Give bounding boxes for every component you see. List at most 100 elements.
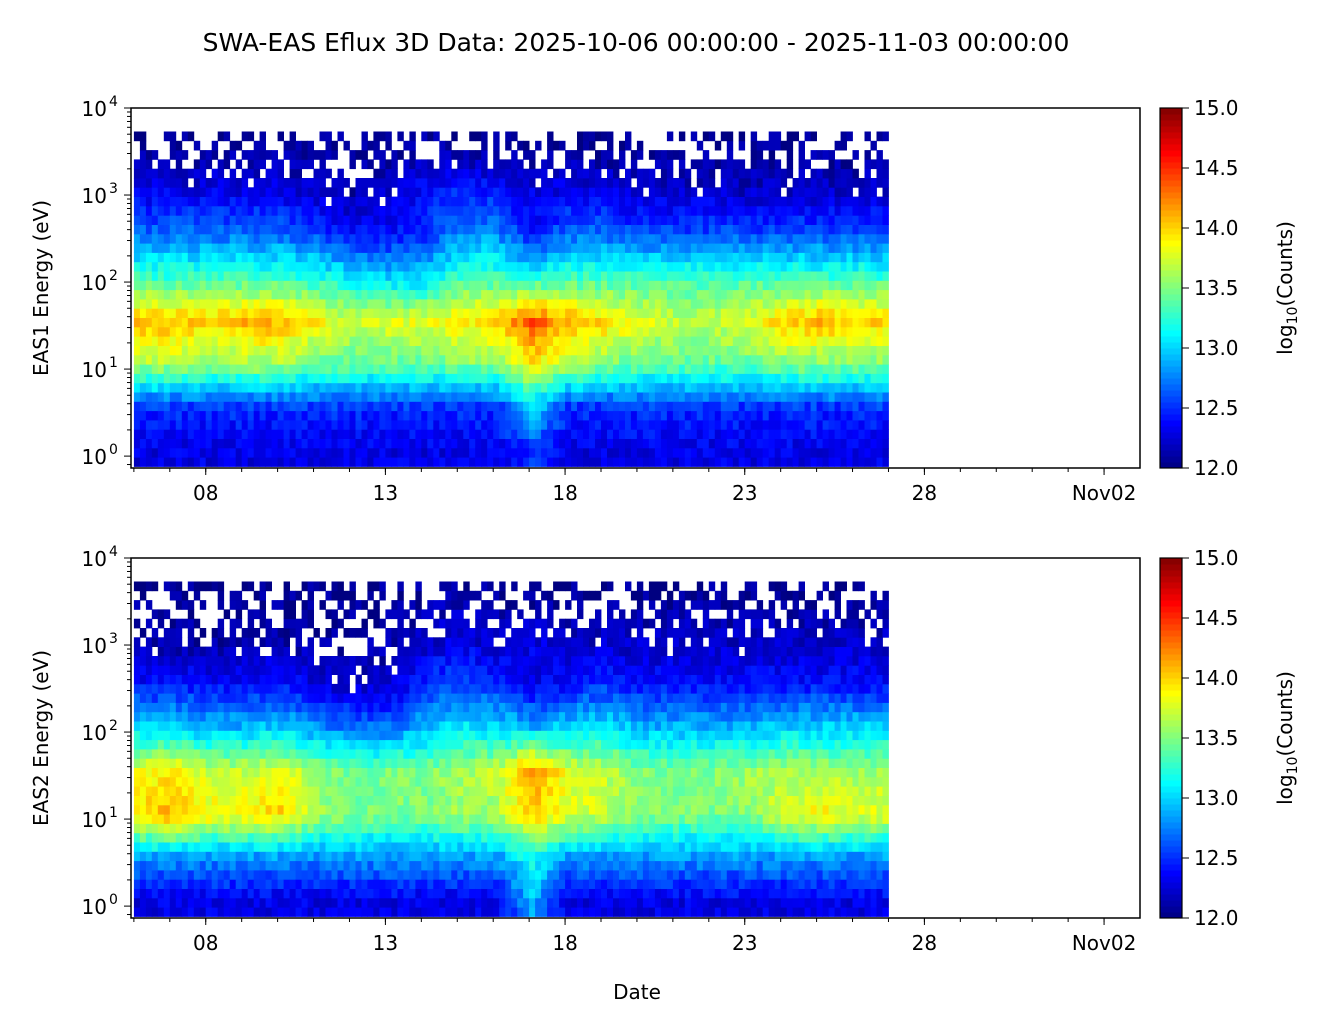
heatmap-cell [379, 401, 386, 412]
heatmap-cell [169, 215, 177, 225]
heatmap-cell [211, 879, 219, 889]
heatmap-cell [247, 336, 255, 346]
heatmap-cell [211, 196, 219, 207]
heatmap-cell [744, 308, 752, 318]
heatmap-cell [571, 243, 578, 253]
heatmap-cell [415, 345, 422, 356]
heatmap-cell [163, 457, 171, 467]
heatmap-cell [133, 354, 141, 365]
heatmap-cell [642, 354, 650, 365]
heatmap-cell [577, 299, 584, 309]
heatmap-cell [864, 224, 871, 235]
heatmap-cell [636, 261, 644, 272]
heatmap-cell [756, 215, 764, 225]
heatmap-cell [487, 382, 494, 393]
heatmap-cell [684, 392, 692, 402]
heatmap-cell [361, 392, 368, 402]
colorbar-tick-label: 14.5 [1194, 156, 1239, 180]
heatmap-cell [451, 420, 458, 430]
heatmap-cell [151, 196, 159, 207]
heatmap-cell [199, 851, 207, 862]
heatmap-cell [690, 336, 698, 346]
heatmap-cell [601, 215, 608, 225]
heatmap-cell [607, 364, 614, 374]
heatmap-cell [475, 364, 482, 374]
heatmap-cell [175, 178, 183, 188]
heatmap-cell [289, 224, 296, 235]
heatmap-cell [379, 271, 386, 281]
heatmap-cell [565, 224, 572, 235]
heatmap-cell [499, 280, 506, 291]
colorbar-segment [1160, 402, 1182, 409]
heatmap-cell [840, 252, 847, 263]
heatmap-cell [780, 438, 788, 449]
heatmap-cell [379, 159, 386, 170]
heatmap-cell [834, 168, 841, 179]
heatmap-cell [882, 299, 889, 309]
heatmap-cell [169, 907, 177, 917]
heatmap-cell [732, 308, 740, 318]
heatmap-cell [295, 420, 302, 430]
heatmap-cell [553, 401, 560, 412]
heatmap-cell [475, 243, 482, 253]
heatmap-cell [337, 392, 344, 402]
heatmap-cell [577, 410, 584, 421]
heatmap-cell [678, 345, 686, 356]
heatmap-cell [708, 159, 716, 170]
heatmap-cell [151, 879, 159, 889]
heatmap-cell [337, 196, 344, 207]
heatmap-cell [828, 326, 835, 337]
heatmap-cell [774, 420, 782, 430]
heatmap-cell [481, 280, 488, 291]
heatmap-cell [409, 168, 416, 179]
heatmap-cell [654, 206, 662, 216]
heatmap-cell [403, 429, 410, 439]
heatmap-cell [756, 401, 764, 412]
heatmap-cell [421, 187, 428, 197]
heatmap-cell [211, 317, 219, 328]
heatmap-cell [139, 354, 147, 365]
heatmap-cell [253, 429, 261, 439]
heatmap-cell [654, 252, 662, 263]
heatmap-cell [553, 206, 560, 216]
heatmap-cell [241, 392, 249, 402]
heatmap-cell [601, 336, 608, 346]
heatmap-cell [499, 345, 506, 356]
heatmap-cell [840, 159, 847, 170]
heatmap-cell [229, 150, 237, 160]
heatmap-cell [397, 410, 404, 421]
heatmap-cell [319, 447, 326, 458]
heatmap-cell [636, 392, 644, 402]
heatmap-cell [181, 299, 189, 309]
heatmap-cell [181, 233, 189, 244]
heatmap-cell [457, 224, 464, 235]
heatmap-cell [810, 206, 817, 216]
heatmap-cell [337, 243, 344, 253]
heatmap-cell [199, 233, 207, 244]
heatmap-cell [181, 280, 189, 291]
heatmap-cell [349, 299, 356, 309]
heatmap-cell [499, 373, 506, 384]
heatmap-cell [235, 178, 243, 188]
heatmap-cell [193, 795, 201, 806]
heatmap-cell [684, 429, 692, 439]
heatmap-cell [726, 438, 734, 449]
heatmap-cell [169, 804, 177, 815]
heatmap-cell [774, 168, 782, 179]
heatmap-cell [145, 758, 153, 768]
heatmap-cell [792, 336, 799, 346]
heatmap-cell [343, 280, 350, 291]
heatmap-cell [409, 187, 416, 197]
heatmap-cell [619, 457, 626, 467]
heatmap-cell [780, 140, 788, 151]
heatmap-cell [277, 131, 284, 142]
heatmap-cell [175, 618, 183, 629]
heatmap-cell [726, 187, 734, 197]
heatmap-cell [199, 243, 207, 253]
heatmap-cell [583, 457, 590, 467]
heatmap-cell [846, 168, 853, 179]
heatmap-cell [876, 373, 883, 384]
heatmap-cell [145, 215, 153, 225]
heatmap-cell [133, 159, 141, 170]
heatmap-cell [583, 206, 590, 216]
